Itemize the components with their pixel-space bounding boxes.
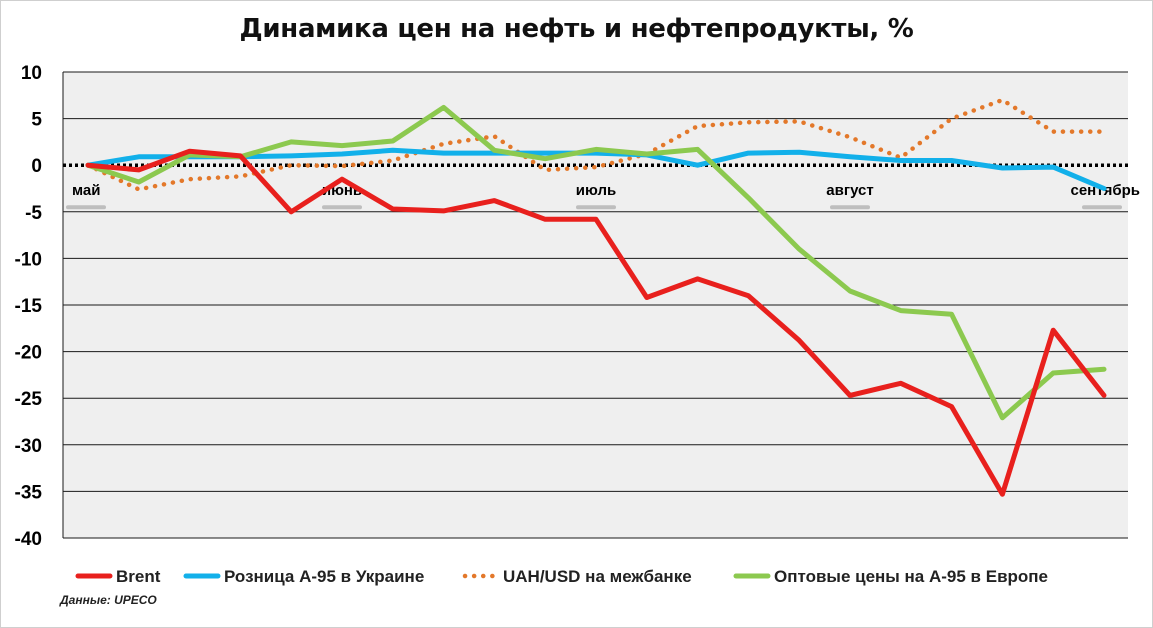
legend: Brent Розница А-95 в Украине UAH/USD на ме… bbox=[75, 567, 1048, 586]
x-month-label: август bbox=[826, 182, 873, 199]
y-tick-label: -20 bbox=[15, 343, 42, 364]
x-month-label: сентябрь bbox=[1071, 182, 1141, 199]
legend-label: UAH/USD на межбанке bbox=[503, 567, 692, 586]
x-month-label: май bbox=[72, 182, 100, 199]
series-line-2 bbox=[85, 97, 1107, 192]
y-tick-label: 0 bbox=[31, 156, 42, 177]
series-line-1 bbox=[85, 147, 1107, 191]
series-line-0 bbox=[85, 148, 1107, 497]
legend-label: Оптовые цены на А-95 в Европе bbox=[774, 567, 1048, 586]
y-tick-label: -10 bbox=[15, 249, 42, 270]
y-tick-label: -5 bbox=[25, 203, 42, 224]
y-tick-label: -30 bbox=[15, 436, 42, 457]
y-tick-label: 10 bbox=[21, 63, 42, 84]
y-tick-label: -40 bbox=[15, 529, 42, 550]
y-tick-label: -15 bbox=[15, 296, 43, 317]
chart-title: Динамика цен на нефть и нефтепродукты, % bbox=[239, 14, 914, 44]
x-month-label: июль bbox=[576, 182, 616, 199]
legend-label: Brent bbox=[116, 567, 161, 586]
source-note: Данные: UPECO bbox=[60, 593, 157, 607]
y-tick-label: -35 bbox=[15, 482, 43, 503]
series-line-3 bbox=[85, 104, 1107, 421]
y-tick-label: -25 bbox=[15, 389, 43, 410]
y-tick-label: 5 bbox=[31, 110, 42, 131]
legend-label: Розница А-95 в Украине bbox=[224, 567, 424, 586]
